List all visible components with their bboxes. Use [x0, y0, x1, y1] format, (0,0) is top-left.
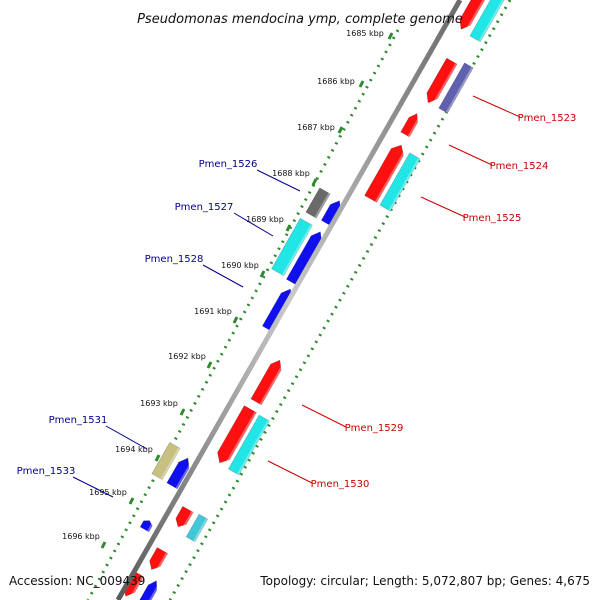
gene-feature: [217, 405, 257, 467]
tick-label: 1689 kbp: [246, 215, 284, 224]
label-leader-line: [256, 169, 301, 192]
label-leader-line: [72, 476, 114, 498]
label-leader-line: [233, 212, 274, 237]
gene-feature: [438, 62, 474, 114]
tick-mark: [387, 32, 394, 40]
label-leader-line: [448, 144, 493, 166]
tick-label: 1696 kbp: [62, 532, 100, 541]
gene-feature: [271, 217, 313, 277]
tick-mark: [337, 126, 344, 134]
tick-label: 1693 kbp: [140, 399, 178, 408]
label-leader-line: [420, 196, 466, 218]
gene-feature: [228, 414, 270, 476]
gene-label: Pmen_1533: [17, 466, 76, 477]
gene-feature: [250, 359, 286, 406]
gene-label: Pmen_1525: [463, 213, 522, 224]
label-leader-line: [105, 425, 148, 450]
gene-feature: [379, 152, 421, 212]
gene-feature: [400, 113, 422, 138]
tick-label: 1692 kbp: [168, 352, 206, 361]
gene-label: Pmen_1527: [175, 202, 234, 213]
gene-label: Pmen_1530: [311, 479, 370, 490]
tick-mark: [285, 224, 292, 232]
accession-text: Accession: NC_009439: [9, 574, 146, 588]
gene-label: Pmen_1529: [345, 423, 404, 434]
label-leader-line: [472, 95, 521, 118]
tick-label: 1687 kbp: [297, 123, 335, 132]
gene-label: Pmen_1523: [518, 113, 577, 124]
gene-feature: [426, 57, 458, 106]
tick-label: 1691 kbp: [194, 307, 232, 316]
label-leader-line: [301, 404, 347, 428]
gene-feature: [305, 187, 331, 219]
tick-label: 1688 kbp: [272, 169, 310, 178]
gene-feature: [149, 547, 169, 573]
label-leader-line: [267, 460, 313, 484]
inner-tick-track: [168, 0, 512, 600]
gene-feature: [185, 513, 209, 543]
gene-feature: [151, 441, 181, 481]
outer-tick-track: [86, 29, 400, 600]
tick-mark: [358, 80, 365, 88]
tick-mark: [179, 408, 186, 416]
tick-label: 1686 kbp: [317, 77, 355, 86]
tick-mark: [206, 361, 213, 369]
gene-label: Pmen_1526: [199, 159, 258, 170]
gene-feature: [459, 0, 487, 33]
genome-backbone: [115, 0, 463, 600]
tick-labels: 1685 kbp 1686 kbp 1687 kbp 1688 kbp 1689 kbp…: [62, 29, 394, 549]
gene-feature: [139, 520, 154, 533]
tick-mark: [232, 316, 239, 324]
tick-mark: [128, 497, 135, 505]
gene-feature: [364, 144, 408, 203]
label-leader-line: [202, 264, 244, 288]
gene-label: Pmen_1528: [145, 254, 204, 265]
tick-mark: [100, 541, 107, 549]
tick-label: 1695 kbp: [89, 488, 127, 497]
tick-label: 1694 kbp: [115, 445, 153, 454]
gene-features: [123, 0, 505, 600]
gene-label: Pmen_1524: [490, 161, 549, 172]
genome-title: Pseudomonas mendocina ymp, complete geno…: [137, 12, 463, 27]
tick-mark: [154, 454, 161, 462]
tick-mark: [259, 270, 266, 278]
gene-feature: [175, 505, 194, 530]
gene-labels: Pmen_1526 Pmen_1527 Pmen_1528 Pmen_1531 Pmen…: [17, 95, 577, 498]
gene-feature: [166, 457, 194, 490]
tick-label: 1685 kbp: [346, 29, 384, 38]
gene-label: Pmen_1531: [49, 415, 108, 426]
tick-mark: [311, 178, 318, 186]
gene-feature: [469, 0, 505, 43]
tick-label: 1690 kbp: [221, 261, 259, 270]
topology-text: Topology: circular; Length: 5,072,807 bp…: [260, 574, 590, 588]
